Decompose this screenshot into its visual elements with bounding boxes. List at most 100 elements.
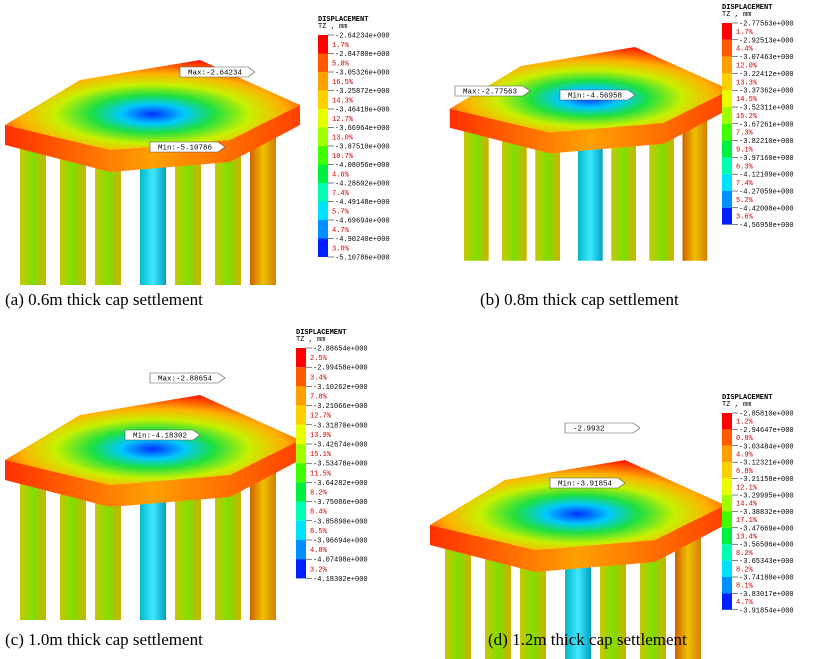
legend-percent: 8.4% <box>310 509 328 517</box>
legend-percent: 3.6% <box>736 214 754 222</box>
legend-percent: 2.5% <box>310 355 328 363</box>
legend-swatch <box>722 479 732 495</box>
legend-percent: 6.3% <box>736 163 754 171</box>
legend-swatch <box>318 183 328 202</box>
legend-level: -3.29995e+000 <box>739 493 794 501</box>
legend-swatch <box>722 208 732 225</box>
legend-percent: 1.2% <box>736 419 754 427</box>
legend-level: -3.31870e+000 <box>313 422 368 430</box>
legend-subtitle: TZ , mm <box>722 11 751 19</box>
legend-swatch <box>318 128 328 147</box>
legend-swatch <box>296 502 306 521</box>
caption: (d) 1.2m thick cap settlement <box>488 630 687 649</box>
caption: (b) 0.8m thick cap settlement <box>480 290 679 309</box>
legend-swatch <box>296 521 306 540</box>
legend-swatch <box>722 124 732 141</box>
legend-level: -3.21066e+000 <box>313 403 368 411</box>
legend-percent: 14.3% <box>332 97 354 105</box>
legend-percent: 5.7% <box>332 208 350 216</box>
legend-swatch <box>722 73 732 90</box>
legend-level: -3.46418e+000 <box>335 107 390 115</box>
legend-percent: 11.5% <box>310 470 332 478</box>
figure: Max:-2.64234Min:-5.10786DISPLACEMENTTZ ,… <box>0 0 815 659</box>
legend-percent: 14.5% <box>736 96 758 104</box>
legend-percent: 13.4% <box>736 534 758 542</box>
legend-level: -4.12109e+000 <box>739 172 794 180</box>
legend-subtitle: TZ , mm <box>296 336 325 344</box>
legend-percent: 7.4% <box>332 190 350 198</box>
legend-level: -3.83017e+000 <box>739 591 794 599</box>
legend-level: -3.85890e+000 <box>313 518 368 526</box>
legend-level: -3.67261e+000 <box>739 121 794 129</box>
legend-level: -3.42674e+000 <box>313 442 368 450</box>
legend-swatch <box>318 72 328 91</box>
legend-percent: 8.1% <box>736 583 754 591</box>
legend-swatch <box>722 57 732 74</box>
legend-percent: 5.2% <box>736 197 754 205</box>
legend-swatch <box>318 35 328 54</box>
legend-percent: 3.0% <box>332 245 350 253</box>
legend-level: -2.94647e+000 <box>739 427 794 435</box>
legend-level: -3.22412e+000 <box>739 71 794 79</box>
legend-percent: 12.7% <box>310 413 332 421</box>
legend-percent: 4.9% <box>736 452 754 460</box>
panel: Max:-2.88654Min:-4.18302DISPLACEMENTTZ ,… <box>5 329 368 649</box>
model-render <box>5 395 300 620</box>
legend-percent: 0.9% <box>736 435 754 443</box>
legend-swatch <box>722 462 732 478</box>
legend-percent: 4.4% <box>736 46 754 54</box>
max-callout: Max:-2.88654 <box>158 376 213 384</box>
legend-level: -3.82210e+000 <box>739 138 794 146</box>
legend-level: -3.65343e+000 <box>739 558 794 566</box>
legend-level: -3.52311e+000 <box>739 105 794 113</box>
legend-percent: 13.3% <box>736 79 758 87</box>
legend-percent: 10.7% <box>332 153 354 161</box>
legend-percent: 1.7% <box>736 29 754 37</box>
legend-percent: 8.2% <box>736 550 754 558</box>
legend-level: -2.99458e+000 <box>313 365 368 373</box>
legend-percent: 7.8% <box>310 394 328 402</box>
legend-swatch <box>318 91 328 110</box>
legend-percent: 8.2% <box>736 566 754 574</box>
model-render <box>450 47 730 261</box>
legend-swatch <box>722 40 732 57</box>
legend-percent: 13.9% <box>310 432 332 440</box>
legend-swatch <box>296 406 306 425</box>
legend-swatch <box>722 495 732 511</box>
legend-level: -5.10786e+000 <box>335 255 390 263</box>
legend-swatch <box>722 23 732 40</box>
legend-level: -4.56958e+000 <box>739 222 794 230</box>
min-callout: Min:-3.91854 <box>558 481 613 489</box>
legend-swatch <box>722 446 732 462</box>
legend-swatch <box>296 367 306 386</box>
legend-level: -3.37362e+000 <box>739 88 794 96</box>
legend-percent: 4.7% <box>332 227 350 235</box>
legend-percent: 9.1% <box>736 147 754 155</box>
panel: Max:-2.77563Min:-4.56958DISPLACEMENTTZ ,… <box>450 4 794 309</box>
legend-percent: 8.5% <box>310 528 328 536</box>
legend-percent: 13.0% <box>332 134 354 142</box>
legend-percent: 12.7% <box>332 116 354 124</box>
legend-level: -2.64234e+000 <box>335 33 390 41</box>
legend-percent: 12.1% <box>736 484 758 492</box>
legend-percent: 3.2% <box>310 566 328 574</box>
legend-swatch <box>318 202 328 221</box>
legend-swatch <box>296 540 306 559</box>
legend-swatch <box>722 413 732 429</box>
legend-level: -2.92513e+000 <box>739 37 794 45</box>
legend-swatch <box>722 528 732 544</box>
legend-percent: 14.4% <box>736 501 758 509</box>
legend-level: -3.96694e+000 <box>313 538 368 546</box>
legend-level: -4.42008e+000 <box>739 205 794 213</box>
legend-subtitle: TZ , mm <box>318 23 347 31</box>
legend-percent: 6.8% <box>736 468 754 476</box>
legend-swatch <box>296 348 306 367</box>
legend-percent: 3.4% <box>310 374 328 382</box>
legend-swatch <box>296 559 306 578</box>
legend-level: -3.25872e+000 <box>335 88 390 96</box>
legend-swatch <box>296 444 306 463</box>
legend-percent: 1.7% <box>332 42 350 50</box>
legend-level: -4.69694e+000 <box>335 218 390 226</box>
max-callout: -2.9932 <box>573 426 605 434</box>
